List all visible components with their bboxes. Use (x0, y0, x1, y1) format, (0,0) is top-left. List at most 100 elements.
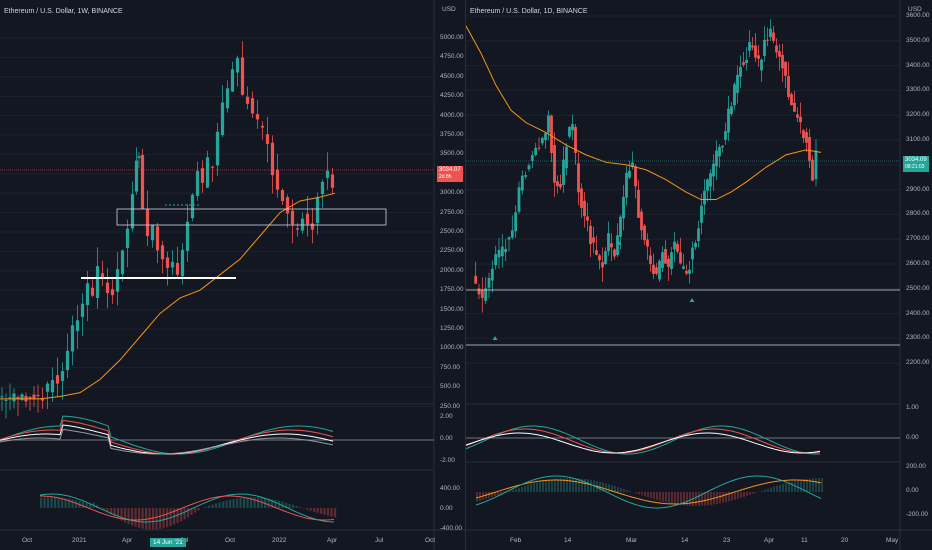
weekly-candle-body (125, 228, 130, 248)
weekly-candle-body (95, 266, 100, 298)
daily-candle-body (700, 205, 703, 223)
daily-time-label: 23 (723, 537, 731, 544)
daily-osc-bar (776, 485, 778, 492)
daily-osc-bar (665, 492, 667, 503)
weekly-osc-bar (110, 508, 113, 515)
daily-current-price: 3034.09 (905, 157, 927, 163)
daily-time-label: 11 (801, 537, 808, 544)
daily-osc-bar (629, 491, 631, 492)
daily-candle-body (643, 225, 646, 241)
daily-osc-bar (515, 488, 517, 492)
daily-osc-bar (527, 484, 529, 492)
weekly-candle-body (130, 194, 135, 229)
weekly-candle-body (270, 142, 275, 176)
daily-osc-bar (782, 483, 784, 492)
daily-osc-bar (818, 478, 820, 492)
daily-candle-body (547, 115, 550, 133)
weekly-candle-body (105, 282, 110, 294)
weekly-osc-bar (61, 497, 64, 508)
daily-osc-bar (491, 492, 493, 498)
weekly-osc-bar (285, 502, 288, 508)
weekly-osc-bar (50, 497, 53, 508)
daily-osc-bar (683, 492, 685, 506)
weekly-price-tick: 4750.00 (440, 53, 464, 61)
weekly-candle-body (32, 394, 36, 400)
weekly-candle-body (115, 269, 120, 292)
daily-osc-bar (722, 492, 724, 503)
daily-candle-body (592, 237, 595, 243)
daily-candle-body (742, 62, 745, 65)
weekly-time-label: 2021 (72, 537, 87, 544)
daily-candle-body (571, 124, 574, 131)
daily-osc-bar (557, 478, 559, 492)
daily-candle-body (769, 28, 772, 38)
daily-osc-bar (701, 492, 703, 506)
daily-candle-body (637, 189, 640, 218)
daily-candle-body (553, 145, 556, 183)
daily-osc-bar (530, 484, 532, 492)
pane-divider[interactable] (465, 0, 466, 550)
daily-osc-bar (587, 479, 589, 492)
weekly-osc-signal (40, 495, 335, 521)
weekly-candle-body (265, 134, 270, 144)
daily-candle-body (649, 255, 652, 265)
weekly-osc-bar (288, 503, 291, 508)
daily-time-label: Apr (764, 537, 775, 544)
daily-osc-bar (767, 488, 769, 492)
weekly-osc-bar (57, 497, 60, 508)
weekly-osc-bar (82, 502, 85, 508)
weekly-osc-bar (169, 508, 172, 527)
daily-chart-pane[interactable]: Ethereum / U.S. Dollar, 1D, BINANCE USD … (466, 0, 932, 550)
weekly-candle-body (110, 289, 115, 296)
daily-osc-bar (764, 489, 766, 492)
daily-osc-bar (644, 492, 646, 497)
weekly-candle-body (205, 157, 210, 188)
weekly-chart-canvas[interactable] (0, 0, 466, 550)
daily-candle-body (480, 289, 484, 298)
daily-osc-bar (584, 478, 586, 492)
weekly-osc-bar (43, 497, 46, 508)
daily-chart-canvas[interactable] (466, 0, 932, 550)
daily-candle-body (664, 249, 667, 264)
daily-osc-bar (716, 492, 718, 505)
daily-candle-body (537, 147, 541, 149)
weekly-osc-bar (180, 508, 183, 522)
weekly-osc-bar (208, 505, 211, 508)
weekly-osc-bar (236, 498, 239, 508)
daily-osc-bar (746, 492, 748, 496)
daily-osc-signal (475, 479, 822, 505)
weekly-candle-body (150, 224, 155, 241)
weekly-signal-line (0, 419, 334, 455)
weekly-candle-body (40, 397, 45, 401)
daily-candle-body (607, 233, 610, 252)
daily-osc-bar (545, 480, 547, 492)
daily-buy-marker (689, 298, 695, 302)
daily-candle-body (688, 269, 691, 274)
daily-osc-bar (635, 492, 637, 494)
daily-candle-body (766, 39, 769, 41)
daily-candle-body (715, 150, 718, 167)
daily-osc-bar (800, 479, 802, 492)
daily-osc-bar (791, 481, 793, 492)
weekly-price-tick: 3750.00 (440, 131, 464, 138)
daily-current-price-tag: 3034.09 08:21:03 (903, 156, 929, 172)
daily-osc-bar (554, 478, 556, 492)
weekly-candle-body (36, 395, 40, 397)
daily-macd-white (466, 432, 821, 454)
daily-candle-body (510, 230, 514, 238)
weekly-chart-pane[interactable]: Ethereum / U.S. Dollar, 1W, BINANCE USD … (0, 0, 466, 550)
weekly-osc-bar (68, 498, 71, 508)
daily-candle-body (562, 159, 565, 186)
daily-candle-body (712, 163, 715, 177)
daily-candle-body (550, 115, 553, 153)
daily-osc-bar (734, 492, 736, 500)
daily-osc-bar (695, 492, 697, 506)
weekly-osc-bar (159, 508, 162, 529)
daily-osc-bar (707, 492, 709, 506)
weekly-osc-bar (89, 504, 92, 508)
weekly-time-highlight: 14 Jun '21 (150, 538, 186, 547)
daily-osc-tick: -200.00 (906, 511, 929, 518)
daily-osc-bar (560, 478, 562, 492)
daily-osc-bar (680, 492, 682, 506)
daily-candle-body (474, 275, 478, 284)
